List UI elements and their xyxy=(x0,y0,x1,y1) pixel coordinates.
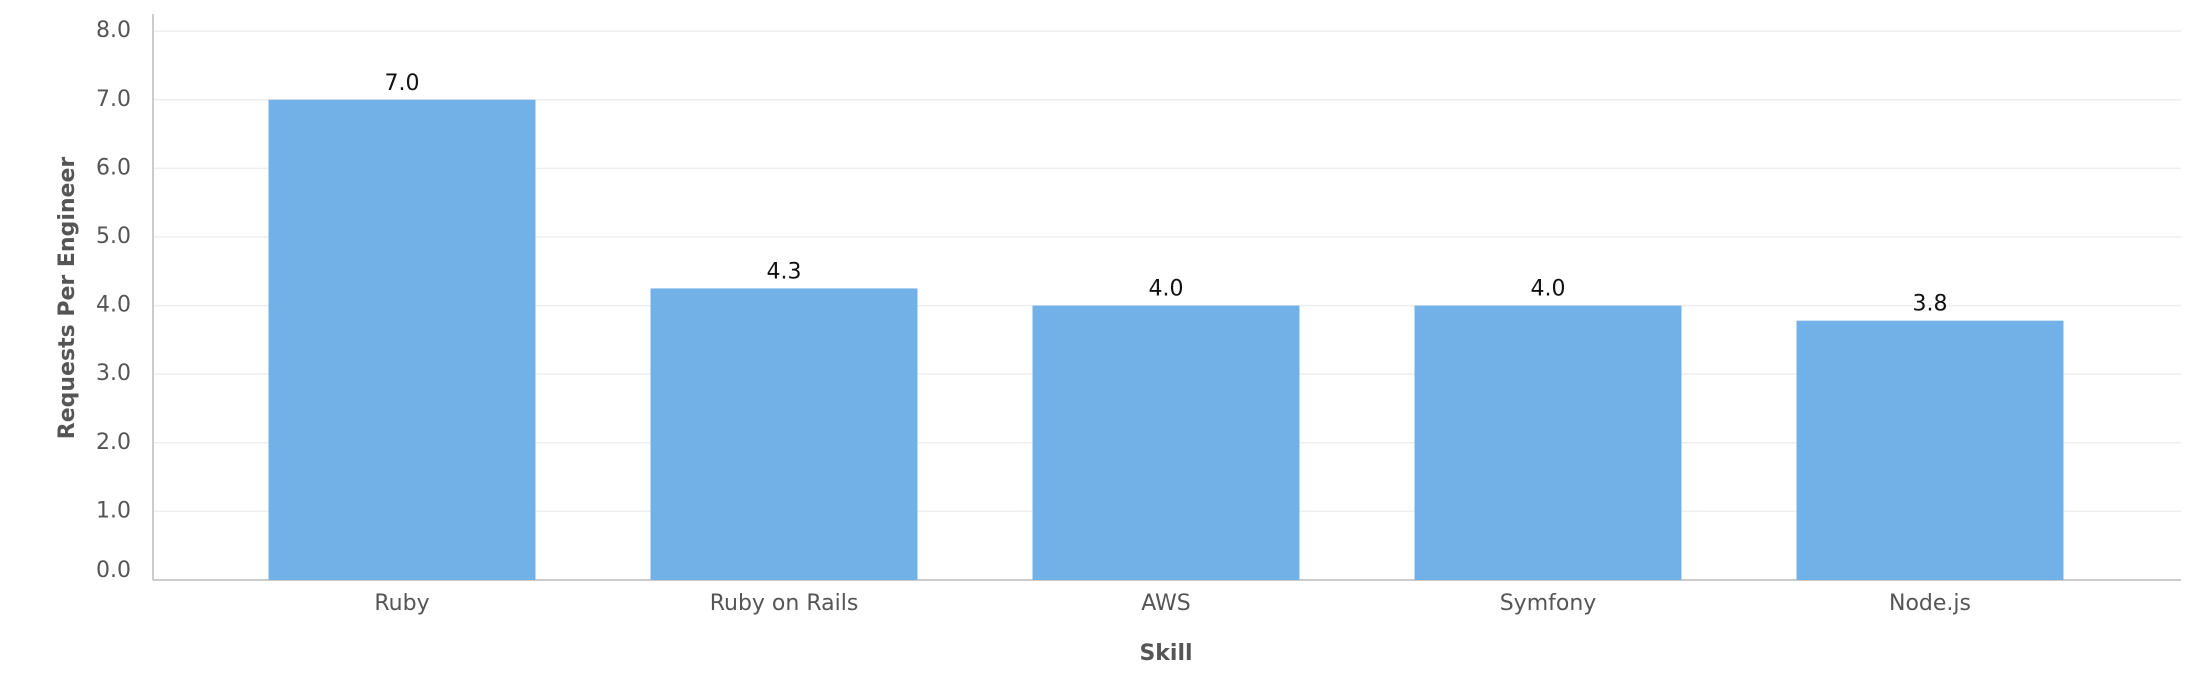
y-tick-label: 6.0 xyxy=(96,155,131,180)
x-tick-label: Symfony xyxy=(1500,591,1597,616)
y-tick-label: 5.0 xyxy=(96,224,131,249)
x-axis-title: Skill xyxy=(1139,641,1192,666)
value-label: 4.3 xyxy=(767,259,802,284)
value-label: 7.0 xyxy=(385,71,420,96)
bar xyxy=(1032,305,1300,580)
value-label: 4.0 xyxy=(1531,277,1566,302)
x-tick-label: Node.js xyxy=(1889,591,1971,616)
y-tick-label: 0.0 xyxy=(96,558,131,583)
bar xyxy=(1796,320,2064,580)
y-tick-label: 4.0 xyxy=(96,293,131,318)
value-label: 3.8 xyxy=(1913,292,1948,317)
y-tick-label: 7.0 xyxy=(96,87,131,112)
y-tick-label: 2.0 xyxy=(96,430,131,455)
x-tick-label: AWS xyxy=(1141,591,1191,616)
y-axis-title: Requests Per Engineer xyxy=(55,157,80,440)
x-tick-label: Ruby xyxy=(374,591,429,616)
y-tick-label: 8.0 xyxy=(96,18,131,43)
bar xyxy=(268,99,536,581)
value-label: 4.0 xyxy=(1149,277,1184,302)
y-tick-label: 3.0 xyxy=(96,361,131,386)
y-tick-label: 1.0 xyxy=(96,498,131,523)
x-tick-label: Ruby on Rails xyxy=(710,591,859,616)
bar xyxy=(1414,305,1682,580)
bar xyxy=(650,288,918,580)
